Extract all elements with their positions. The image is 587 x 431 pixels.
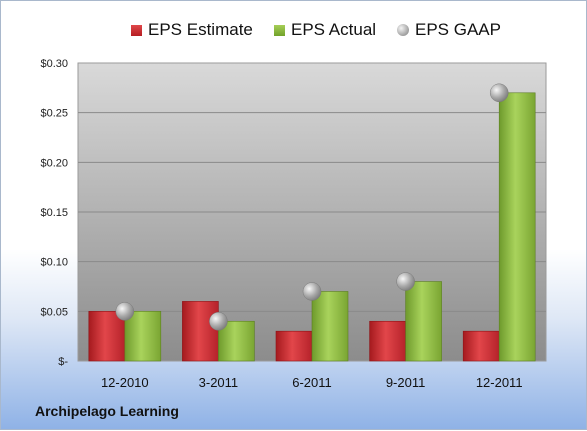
x-axis-labels: 12-2010 3-2011 6-2011 9-2011 12-2011 (101, 375, 523, 390)
gaap-markers (115, 83, 509, 331)
legend-item-eps-gaap: EPS GAAP (397, 17, 501, 43)
y-tick-label: $- (58, 356, 68, 368)
company-name: Archipelago Learning (35, 403, 179, 419)
bar-eps-actual-12-2011 (498, 92, 536, 362)
x-tick-label: 9-2011 (386, 375, 426, 390)
legend-item-eps-estimate: EPS Estimate (131, 17, 253, 43)
legend-label-eps-actual: EPS Actual (291, 20, 377, 39)
y-tick-label: $0.30 (40, 58, 68, 70)
legend-label-eps-gaap: EPS GAAP (415, 20, 501, 39)
marker-eps-gaap-12-2011 (489, 83, 509, 103)
bar-eps-estimate-6-2011 (275, 330, 313, 362)
x-tick-label: 12-2011 (476, 375, 523, 390)
y-tick-label: $0.05 (40, 306, 68, 318)
bar-eps-estimate-12-2011 (462, 330, 500, 362)
legend-swatch-eps-gaap (397, 24, 409, 36)
legend-swatch-eps-estimate (131, 24, 142, 36)
bar-eps-actual-6-2011 (311, 291, 349, 362)
y-tick-label: $0.20 (40, 157, 68, 169)
y-tick-label: $0.25 (40, 108, 68, 120)
marker-eps-gaap-6-2011 (302, 282, 322, 301)
bar-eps-estimate-3-2011 (182, 301, 219, 362)
marker-eps-gaap-9-2011 (396, 272, 415, 291)
bar-eps-actual-9-2011 (405, 281, 442, 362)
legend-label-eps-estimate: EPS Estimate (148, 20, 253, 39)
marker-eps-gaap-3-2011 (209, 312, 228, 331)
bar-eps-actual-12-2010 (124, 311, 162, 362)
bar-eps-estimate-9-2011 (369, 320, 406, 362)
x-tick-label: 6-2011 (292, 375, 332, 390)
chart-legend: EPS Estimate EPS Actual EPS GAAP (1, 17, 587, 43)
y-tick-label: $0.15 (40, 207, 68, 219)
x-tick-label: 3-2011 (199, 375, 239, 390)
y-axis-ticks: $0.30 $0.25 $0.20 $0.15 $0.10 $0.05 $- (40, 58, 68, 368)
legend-item-eps-actual: EPS Actual (274, 17, 376, 43)
marker-eps-gaap-12-2010 (115, 302, 135, 321)
bars (88, 92, 536, 362)
y-tick-label: $0.10 (40, 257, 68, 269)
legend-swatch-eps-actual (274, 24, 285, 36)
x-tick-label: 12-2010 (101, 375, 149, 390)
